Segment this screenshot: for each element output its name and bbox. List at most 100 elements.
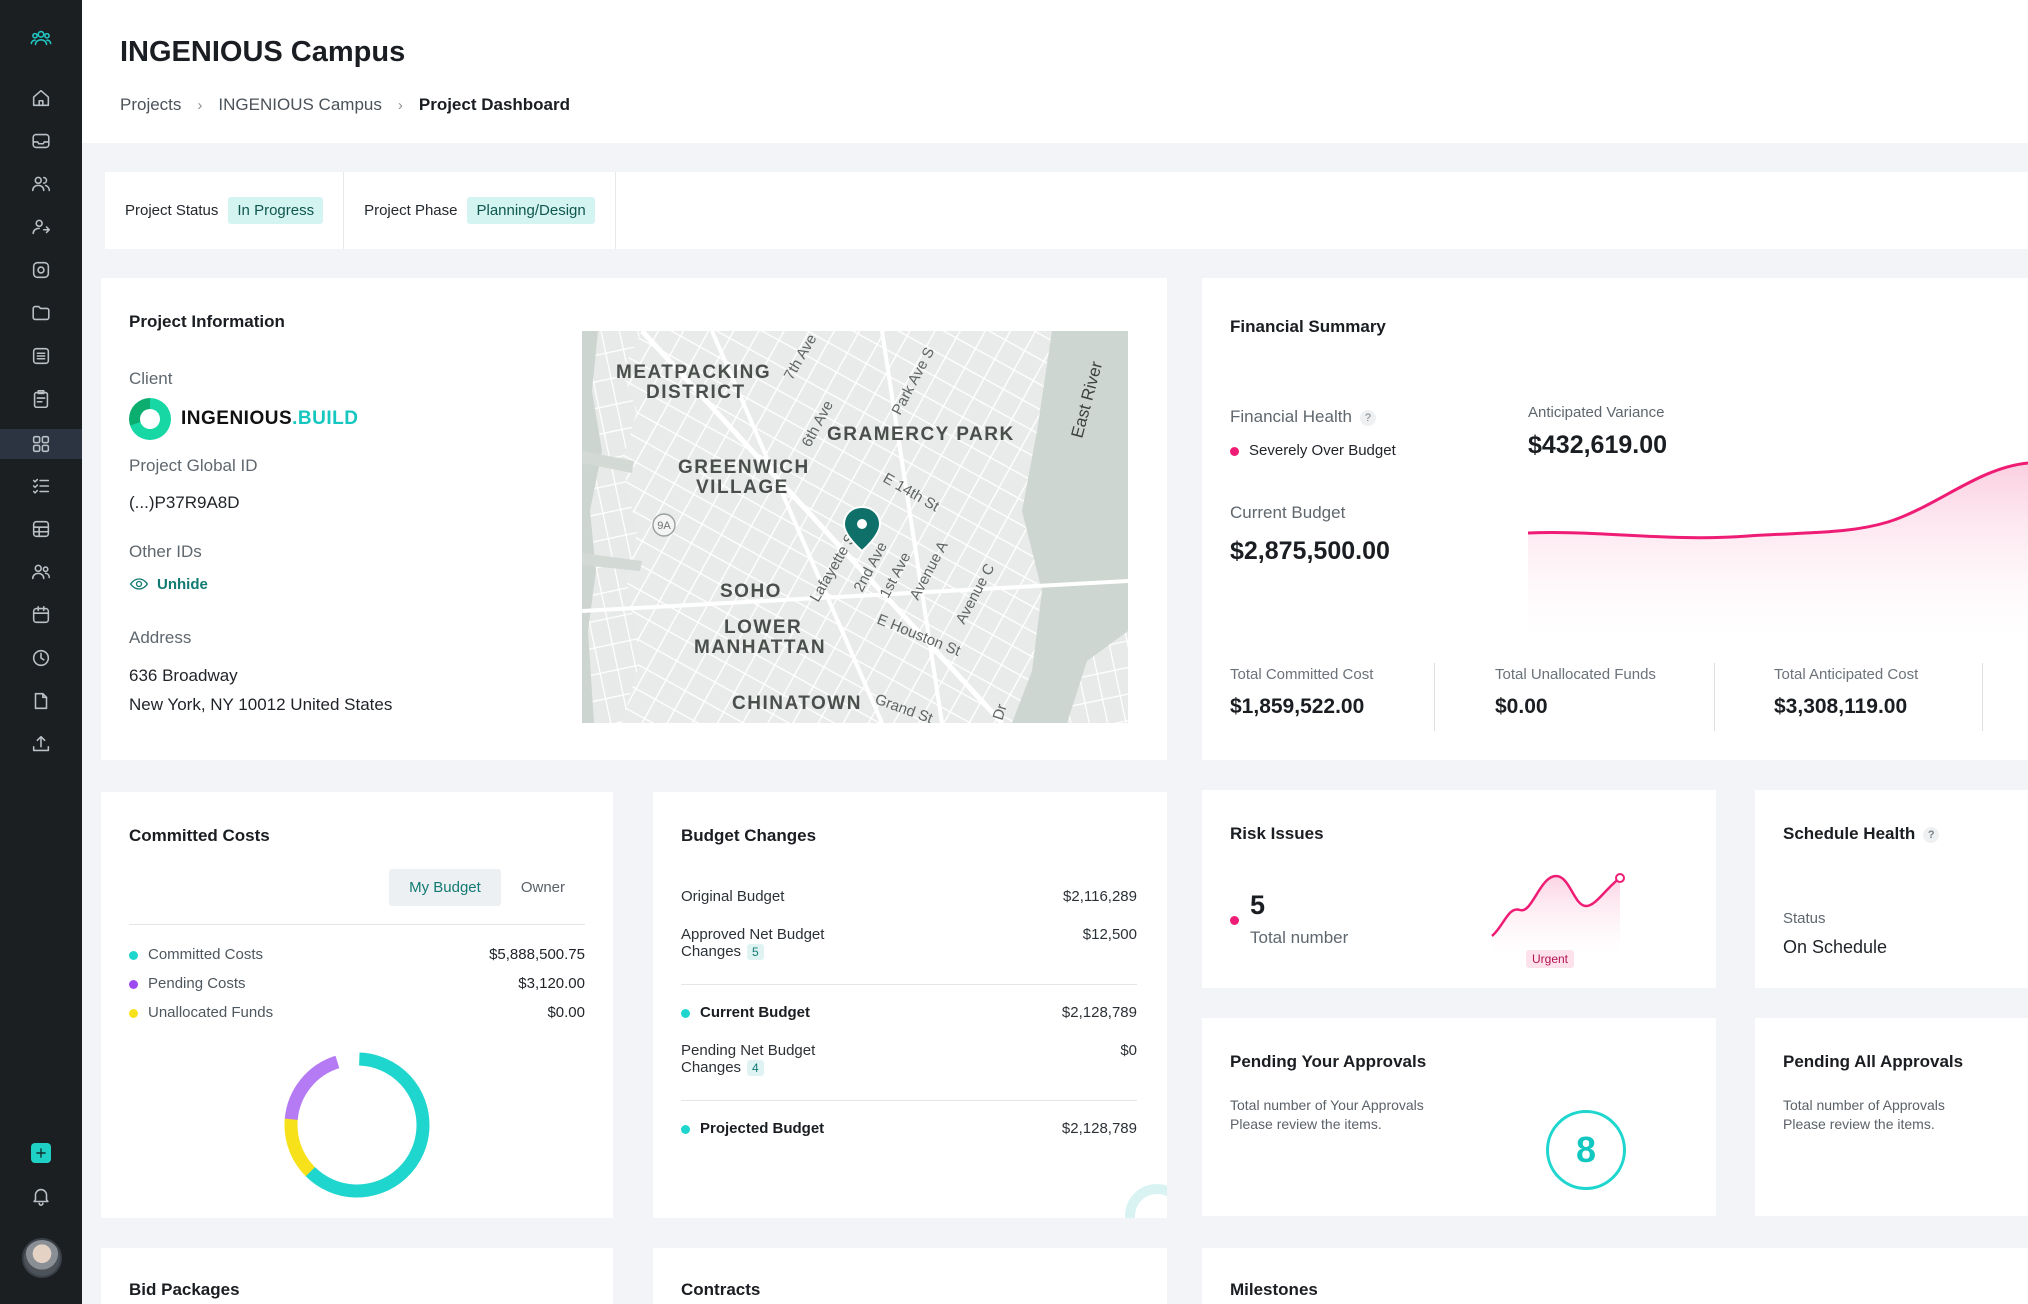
variance-value: $432,619.00 [1528,431,1668,459]
bid-packages-card: Bid Packages [101,1248,613,1304]
map-label-gramercy: GRAMERCY PARK [827,424,1015,445]
dashboard-grid-icon[interactable] [27,430,55,458]
chevron-right-icon: › [397,96,403,114]
checklist-icon[interactable] [27,472,55,500]
map-label-village: VILLAGE [696,477,789,498]
global-id-value: (...)P37R9A8D [129,493,240,512]
sidebar-active-indicator [0,429,82,459]
map-pin-icon[interactable] [842,505,882,553]
breadcrumb: Projects › INGENIOUS Campus › Project Da… [120,95,570,115]
financial-trend-chart [1528,461,2028,638]
pending-your-count: 8 [1546,1110,1626,1190]
people-logo-icon[interactable] [27,24,55,52]
approved-count-badge: 5 [747,944,764,960]
tab-my-budget[interactable]: My Budget [389,869,501,906]
pending-your-approvals-card[interactable]: Pending Your Approvals Total number of Y… [1202,1018,1716,1216]
upload-icon[interactable] [27,730,55,758]
status-dot [1230,446,1239,456]
card-title: Budget Changes [681,826,817,845]
folder-icon[interactable] [27,299,55,327]
user-share-icon[interactable] [27,213,55,241]
clock-icon[interactable] [27,644,55,672]
donut-segment-pending [284,1052,430,1198]
unhide-button[interactable]: Unhide [129,574,208,594]
add-icon[interactable] [31,1143,51,1163]
legend-dot [129,979,138,989]
total-committed-cost: Total Committed Cost $1,859,522.00 [1230,666,1374,718]
legend-pending-costs: Pending Costs $3,120.00 [129,975,585,992]
tab-owner[interactable]: Owner [520,879,565,896]
variance-label: Anticipated Variance [1528,404,1665,421]
card-title: Contracts [681,1280,761,1299]
map-label-soho: SOHO [720,581,782,602]
total-anticipated-cost: Total Anticipated Cost $3,308,119.00 [1774,666,1919,718]
map-label-dr: Dr [990,702,1011,722]
other-ids-label: Other IDs [129,542,202,561]
calendar-icon[interactable] [27,601,55,629]
current-budget-row: Current Budget $2,128,789 [681,1004,1137,1021]
risk-count-label: Total number [1250,928,1349,947]
decorative-ring [1125,1184,1167,1218]
unhide-label: Unhide [157,575,208,593]
urgent-badge: Urgent [1526,950,1575,968]
global-id-label: Project Global ID [129,456,258,475]
card-title: Risk Issues [1230,824,1324,843]
table-icon[interactable] [27,515,55,543]
breadcrumb-projects[interactable]: Projects [120,95,182,114]
approved-changes-row: Approved Net Budget Changes 5 $12,500 [681,926,1137,960]
help-icon[interactable]: ? [1923,826,1940,843]
client-logo: INGENIOUS.BUILD [129,398,358,440]
financial-summary-card: Financial Summary Financial Health? Seve… [1202,278,2028,760]
pending-all-approvals-card[interactable]: Pending All Approvals Total number of Ap… [1755,1018,2028,1216]
page-title: INGENIOUS Campus [120,36,406,68]
address-label: Address [129,628,192,647]
team-icon[interactable] [27,558,55,586]
document-icon[interactable] [27,687,55,715]
avatar[interactable] [22,1238,62,1278]
address-line2: New York, NY 10012 United States [129,695,393,714]
risk-count: 5 [1250,890,1266,920]
contracts-card: Contracts [653,1248,1167,1304]
legend-dot [129,1008,138,1018]
address-line1: 636 Broadway [129,666,238,685]
total-unallocated-funds: Total Unallocated Funds $0.00 [1495,666,1656,718]
map-label-meatpacking: MEATPACKING [616,362,771,383]
legend-unallocated-funds: Unallocated Funds $0.00 [129,1004,585,1021]
map-label-chinatown: CHINATOWN [732,693,862,714]
current-budget-value: $2,875,500.00 [1230,537,1390,565]
clipboard-icon[interactable] [27,385,55,413]
status-dot [1230,916,1239,925]
project-status: Project Status In Progress [105,172,345,249]
inbox-icon[interactable] [27,127,55,155]
card-title: Committed Costs [129,826,270,845]
map-label-district: DISTRICT [646,382,746,403]
list-icon[interactable] [27,342,55,370]
committed-costs-card: Committed Costs My Budget Owner Committe… [101,792,613,1218]
divider [129,924,585,925]
financial-health-label: Financial Health? [1230,407,1376,427]
sidebar [0,0,82,1304]
divider [681,984,1137,985]
risk-trend-sparkline [1491,873,1625,956]
project-location-map[interactable]: 9A MEATPACKING DISTRICT GRAMERCY PARK GR… [582,331,1128,723]
pending-all-description: Total number of Approvals Please review t… [1783,1097,1945,1132]
budget-tabs: My Budget Owner [389,869,585,906]
help-icon[interactable]: ? [1359,409,1376,426]
breadcrumb-campus[interactable]: INGENIOUS Campus [218,95,382,114]
legend-dot [129,950,138,960]
pending-count-badge: 4 [747,1060,764,1076]
legend-dot [681,1008,690,1018]
card-title: Pending All Approvals [1783,1052,1964,1071]
bell-icon[interactable] [27,1182,55,1210]
project-phase: Project Phase Planning/Design [344,172,616,249]
users-icon[interactable] [27,170,55,198]
settings-gear-icon[interactable] [27,256,55,284]
project-status-label: Project Status [125,202,219,219]
card-title: Schedule Health? [1783,824,1940,844]
committed-costs-donut [284,1052,430,1198]
donut-segment-unallocated [284,1052,430,1198]
home-icon[interactable] [27,84,55,112]
ingenious-logo-icon [129,398,171,440]
divider [1714,663,1715,731]
projected-budget-row: Projected Budget $2,128,789 [681,1120,1137,1137]
